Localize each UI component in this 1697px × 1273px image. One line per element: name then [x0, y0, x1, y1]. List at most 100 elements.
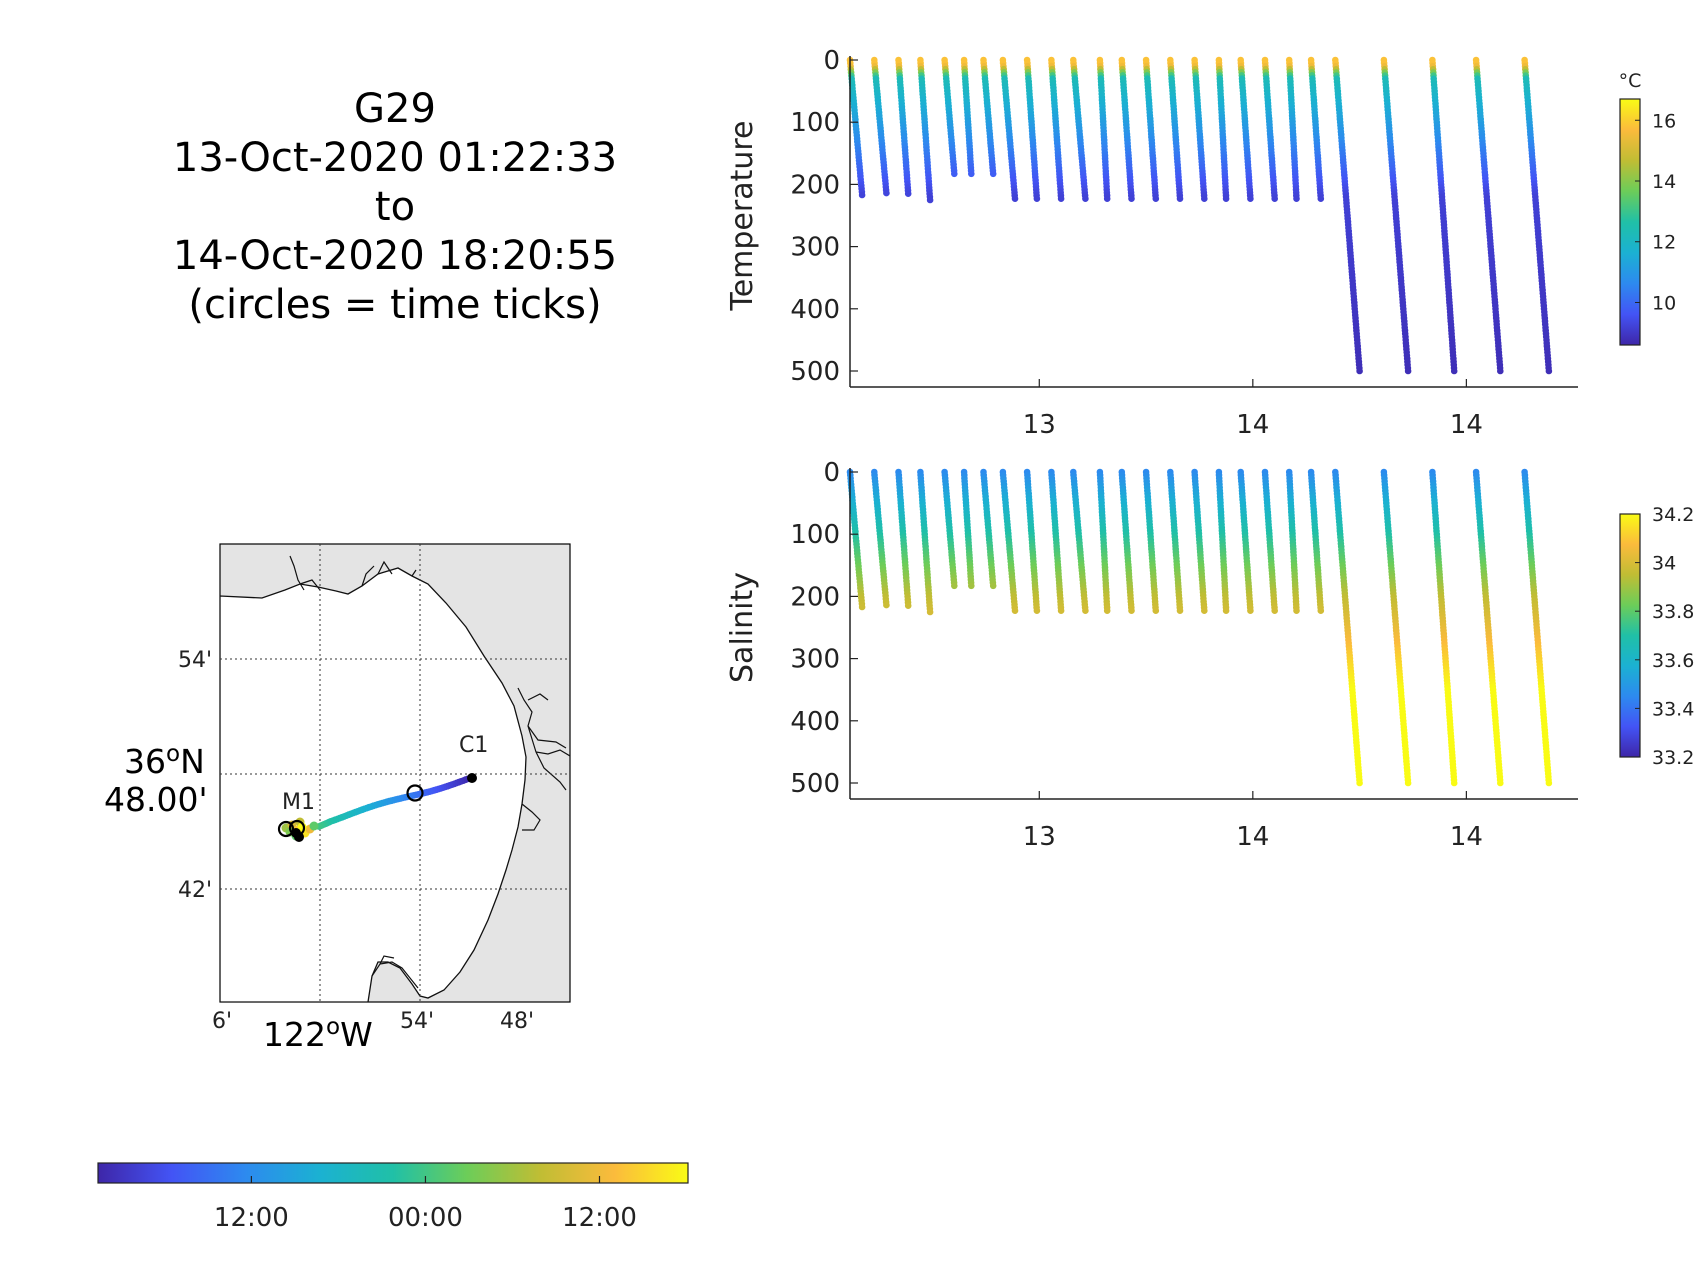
profile-cast	[917, 56, 934, 204]
profile-cast	[1118, 468, 1135, 614]
profile-cast	[999, 468, 1019, 614]
profile-cast	[1521, 468, 1553, 787]
profile-cast	[1261, 468, 1278, 614]
profile-cast	[1285, 56, 1300, 202]
profile-point	[1450, 367, 1458, 375]
profile-point	[1545, 367, 1553, 375]
profile-point	[1317, 607, 1325, 614]
profile-point	[1247, 195, 1254, 202]
profile-point	[989, 170, 997, 178]
profile-point	[1317, 195, 1325, 202]
temperature-panel: 0 100 200 300 400 500 13 14 14 Temperature 10 12 14 1…	[725, 46, 1676, 440]
profile-cast	[1237, 56, 1254, 202]
lon-label-48: 48'	[500, 1009, 534, 1034]
x-tick-label: 13	[1023, 822, 1056, 852]
start-point-marker	[467, 773, 477, 783]
profile-point	[858, 191, 866, 199]
lat-label-54: 54'	[178, 648, 212, 673]
station-label-m1: M1	[282, 790, 315, 815]
profile-cast	[1023, 56, 1041, 202]
profile-cast	[1237, 468, 1254, 614]
profile-point	[1222, 195, 1230, 202]
map-grid	[220, 544, 570, 1002]
profile-cast	[1472, 468, 1504, 787]
y-tick-label: 200	[790, 582, 840, 612]
profile-cast	[1429, 468, 1458, 787]
profile-cast	[871, 56, 890, 197]
title-line-1: G29	[354, 86, 436, 132]
profile-point	[926, 196, 934, 204]
lon-main-label: 122oW	[263, 1014, 373, 1054]
profile-cast	[1048, 56, 1065, 202]
y-tick-label: 200	[790, 170, 840, 200]
profile-point	[1176, 195, 1184, 202]
profile-point	[1545, 779, 1553, 787]
x-tick-label: 14	[1236, 822, 1269, 852]
y-tick-label: 500	[790, 769, 840, 799]
colorbar-tick-label: 33.2	[1652, 747, 1694, 769]
profile-cast	[1191, 468, 1208, 614]
value-colorbar	[1619, 513, 1641, 758]
profile-cast	[1472, 56, 1504, 375]
colorbar-tick-label: 33.6	[1652, 650, 1694, 672]
profile-point	[1057, 607, 1065, 614]
profile-point	[1293, 607, 1300, 614]
profile-cast	[1142, 56, 1160, 202]
profile-cast	[960, 468, 975, 590]
profile-cast	[1307, 468, 1325, 614]
profile-point	[1152, 607, 1160, 614]
bay-water	[220, 567, 527, 1002]
glider-track-map: 54' 42' 36oN 48.00' 6' 54' 48' 122oW M1 …	[104, 543, 571, 1054]
x-tick-label: 14	[1236, 410, 1269, 440]
profile-point	[1356, 367, 1363, 375]
colorbar-tick-label: 12	[1652, 232, 1676, 254]
lat-main-minutes: 48.00'	[104, 780, 208, 819]
profile-cast	[1380, 56, 1412, 375]
profile-cast	[1167, 56, 1184, 202]
profile-cast	[1142, 468, 1160, 614]
y-tick-label: 500	[790, 357, 840, 387]
y-tick-label: 400	[790, 707, 840, 737]
profile-point	[926, 608, 934, 616]
profile-cast	[980, 56, 997, 178]
profile-point	[1404, 367, 1412, 375]
station-label-c1: C1	[459, 733, 488, 758]
profile-cast	[1521, 56, 1553, 375]
colorbar-tick-label: 34	[1652, 553, 1676, 575]
lon-label-6: 6'	[212, 1009, 232, 1034]
profile-cast	[941, 56, 958, 178]
title-line-5: (circles = time ticks)	[188, 282, 601, 328]
y-axis-label: Salinity	[725, 572, 760, 683]
profile-point	[968, 170, 975, 178]
profile-cast	[941, 468, 958, 590]
profile-cast	[1167, 468, 1184, 614]
profile-point	[1293, 195, 1300, 202]
track-point	[309, 821, 319, 831]
colorbar-tick-label: 33.8	[1652, 601, 1694, 623]
lat-main-label: 36oN	[124, 741, 205, 781]
profile-cast	[1215, 468, 1230, 614]
y-tick-label: 0	[823, 458, 840, 488]
profile-cast	[1285, 468, 1300, 614]
coast-detail-east	[517, 687, 570, 831]
profile-cast	[1307, 56, 1325, 202]
profile-point	[1103, 195, 1111, 202]
profile-point	[1152, 195, 1160, 202]
glider-track	[277, 773, 477, 842]
profile-cast	[980, 468, 997, 590]
time-colorbar-tick-label: 12:00	[214, 1203, 289, 1233]
profile-point	[1176, 607, 1184, 614]
profile-point	[951, 582, 958, 590]
profile-point	[968, 582, 975, 590]
profile-cast	[960, 56, 975, 178]
profile-cast	[999, 56, 1019, 202]
profile-point	[1082, 195, 1089, 202]
profile-point	[883, 601, 890, 609]
colorbar-tick-label: 14	[1652, 171, 1676, 193]
time-colorbar-tick-label: 00:00	[388, 1203, 463, 1233]
profile-cast	[1048, 468, 1065, 614]
title-line-3: to	[375, 184, 415, 230]
colorbar-tick-label: 10	[1652, 292, 1676, 314]
lon-label-54: 54'	[400, 1009, 434, 1034]
profile-point	[951, 170, 958, 178]
